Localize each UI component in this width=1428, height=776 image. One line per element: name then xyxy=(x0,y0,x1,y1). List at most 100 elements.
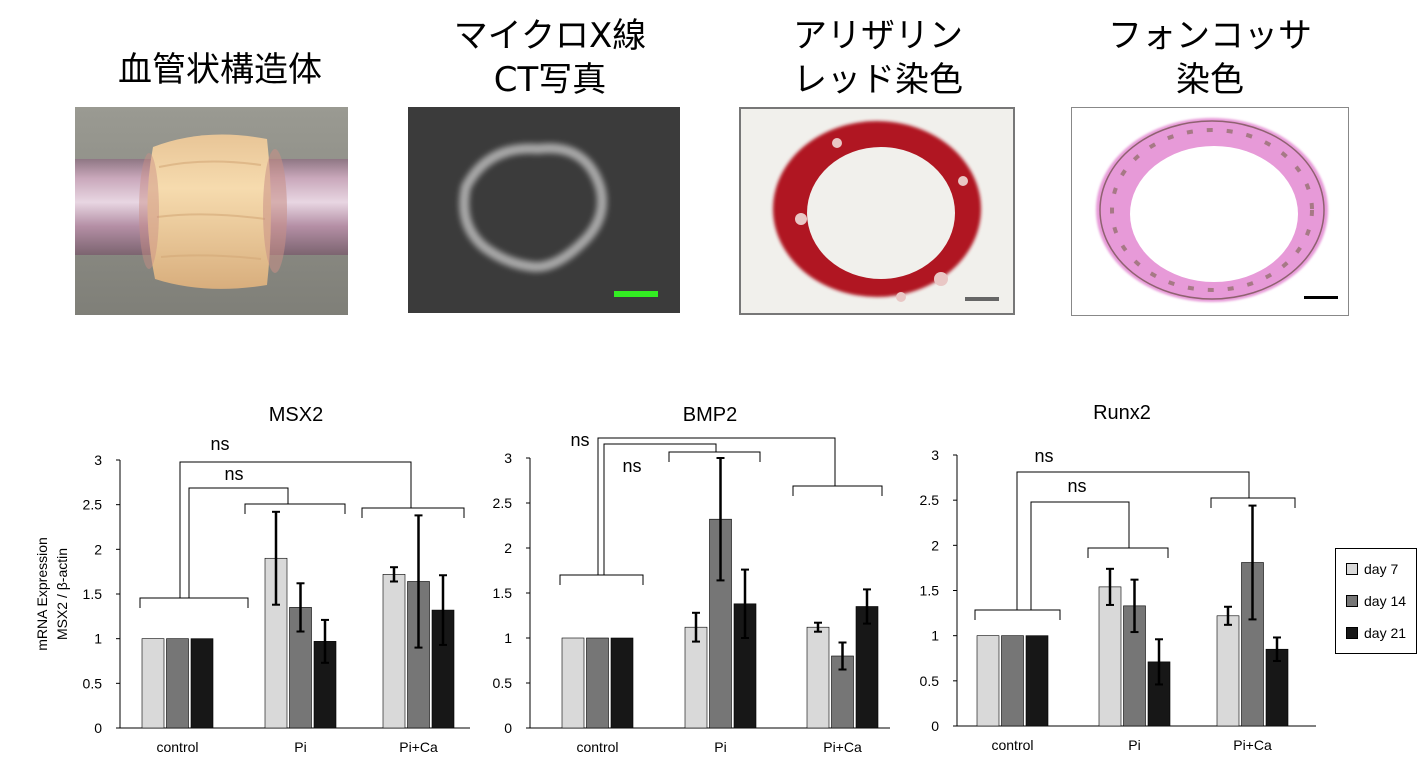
category-label: control xyxy=(991,737,1033,753)
y-tick-label: 1.5 xyxy=(493,585,513,601)
group-bracket xyxy=(1210,497,1296,508)
chart-title-msx2: MSX2 xyxy=(268,404,324,426)
bar-pi-ca-day-7 xyxy=(806,626,830,729)
scale-bar xyxy=(1304,296,1338,299)
alizarin-red-image xyxy=(739,107,1015,315)
group-bracket xyxy=(139,597,249,608)
legend-label: day 7 xyxy=(1364,561,1399,577)
legend: day 7 day 14 day 21 xyxy=(1335,548,1417,654)
panel-title-microct: マイクロX線 CT写真 xyxy=(390,14,710,102)
panel-title-line: マイクロX線 xyxy=(453,16,647,56)
y-tick-label: 0.5 xyxy=(83,675,103,691)
y-tick-label: 0 xyxy=(931,718,939,734)
category-label: control xyxy=(156,739,198,755)
bar-control-day-21 xyxy=(610,637,634,729)
group-bracket xyxy=(1087,547,1169,558)
chart-title-bmp2: BMP2 xyxy=(682,404,738,426)
panel-title-line: フォンコッサ xyxy=(1108,16,1312,56)
legend-label: day 14 xyxy=(1364,593,1407,609)
y-tick-label: 0 xyxy=(504,720,512,736)
significance-label: ns xyxy=(1067,476,1086,496)
y-tick-label: 2.5 xyxy=(493,495,513,511)
micro-ct-image xyxy=(408,107,680,313)
y-tick-label: 3 xyxy=(94,452,102,468)
scale-bar xyxy=(614,291,658,297)
y-tick-label: 1 xyxy=(94,631,102,647)
significance-bracket xyxy=(1016,471,1250,610)
bar-pi-ca-day-7 xyxy=(1216,615,1240,727)
bar-control-day-14 xyxy=(166,638,189,729)
vascular-structure-photo xyxy=(75,107,348,315)
y-axis-label-line: MSX2 / β-actin xyxy=(54,548,70,640)
chart-title-runx2: Runx2 xyxy=(1093,402,1151,424)
category-label: Pi+Ca xyxy=(1233,737,1272,753)
von-kossa-image xyxy=(1071,107,1349,316)
legend-label: day 21 xyxy=(1364,625,1407,641)
y-tick-label: 1.5 xyxy=(920,583,940,599)
y-tick-label: 2.5 xyxy=(920,492,940,508)
y-tick-label: 2.5 xyxy=(83,497,103,513)
panel-title-vonkossa: フォンコッサ 染色 xyxy=(1050,14,1370,102)
panel-title-line: 血管状構造体 xyxy=(118,50,322,90)
significance-label: ns xyxy=(622,456,641,476)
bar-control-day-7 xyxy=(561,637,585,729)
y-tick-label: 2 xyxy=(931,537,939,553)
significance-bracket xyxy=(603,443,717,575)
significance-label: ns xyxy=(570,430,589,450)
legend-swatch-day14 xyxy=(1346,595,1358,607)
group-bracket xyxy=(361,507,465,518)
category-label: Pi xyxy=(714,739,726,755)
y-tick-label: 1.5 xyxy=(83,586,103,602)
y-tick-label: 3 xyxy=(931,447,939,463)
significance-label: ns xyxy=(1034,446,1053,466)
y-tick-label: 3 xyxy=(504,450,512,466)
legend-item-day14: day 14 xyxy=(1346,593,1406,609)
significance-bracket xyxy=(1030,501,1130,610)
panel-title-line: 染色 xyxy=(1176,60,1244,100)
y-tick-label: 0 xyxy=(94,720,102,736)
panel-title-line: レッド染色 xyxy=(793,60,963,100)
legend-item-day21: day 21 xyxy=(1346,625,1406,641)
y-axis-label: mRNA Expression MSX2 / β-actin xyxy=(34,537,70,651)
significance-label: ns xyxy=(224,464,243,484)
group-bracket xyxy=(792,485,883,496)
category-label: Pi+Ca xyxy=(399,739,438,755)
y-tick-label: 2 xyxy=(504,540,512,556)
panel-title-vascular: 血管状構造体 xyxy=(60,48,380,92)
significance-label: ns xyxy=(210,434,229,454)
group-bracket xyxy=(559,574,644,585)
group-bracket xyxy=(974,609,1061,620)
bar-control-day-14 xyxy=(586,637,609,729)
significance-bracket xyxy=(188,487,289,598)
scale-bar xyxy=(965,297,999,301)
category-label: Pi+Ca xyxy=(823,739,862,755)
legend-swatch-day7 xyxy=(1346,563,1358,575)
bar-pi-ca-day-7 xyxy=(382,574,406,729)
category-label: control xyxy=(576,739,618,755)
category-label: Pi xyxy=(294,739,306,755)
y-tick-label: 0.5 xyxy=(920,673,940,689)
panel-title-line: CT写真 xyxy=(493,60,607,100)
y-tick-label: 0.5 xyxy=(493,675,513,691)
bar-control-day-7 xyxy=(976,635,1000,727)
y-axis-label-line: mRNA Expression xyxy=(34,537,50,651)
y-tick-label: 2 xyxy=(94,541,102,557)
legend-item-day7: day 7 xyxy=(1346,561,1398,577)
bar-control-day-7 xyxy=(141,638,165,729)
bar-pi-ca-day-21 xyxy=(855,606,879,729)
bar-control-day-21 xyxy=(1025,635,1049,727)
y-tick-label: 1 xyxy=(931,628,939,644)
significance-bracket xyxy=(597,437,836,575)
group-bracket xyxy=(668,451,761,462)
group-bracket xyxy=(244,503,346,514)
significance-bracket xyxy=(179,461,412,598)
legend-swatch-day21 xyxy=(1346,627,1358,639)
bar-control-day-21 xyxy=(190,638,214,729)
y-tick-label: 1 xyxy=(504,630,512,646)
panel-title-line: アリザリン xyxy=(793,16,963,56)
panel-title-alizarin: アリザリン レッド染色 xyxy=(718,14,1038,102)
bar-pi-day-7 xyxy=(1098,586,1122,727)
category-label: Pi xyxy=(1128,737,1140,753)
bar-control-day-14 xyxy=(1001,635,1024,727)
